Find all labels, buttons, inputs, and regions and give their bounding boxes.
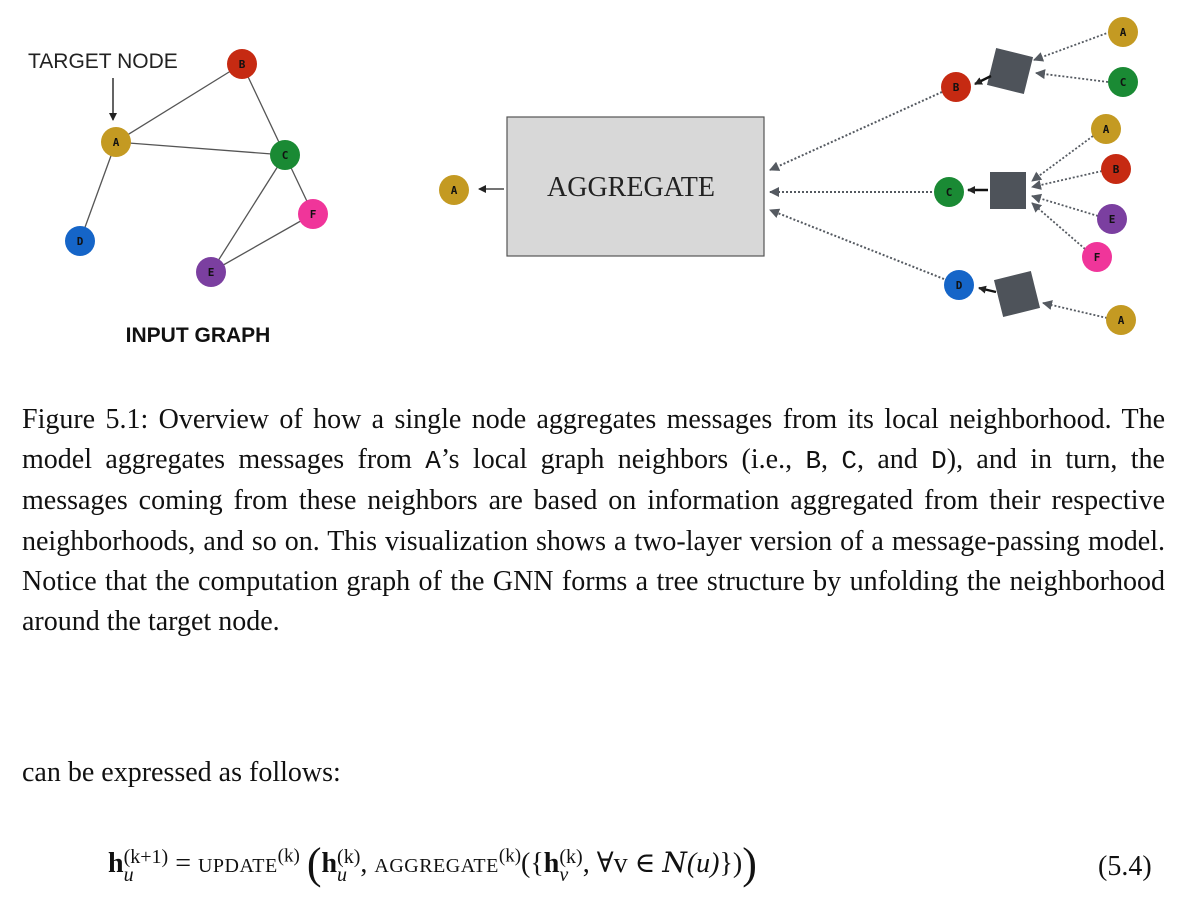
leaf-node-a: A: [1091, 114, 1121, 144]
graph-edge: [115, 141, 286, 156]
body-text: can be expressed as follows:: [22, 757, 341, 788]
graph-node-b: B: [227, 49, 257, 79]
eq-paren: (: [306, 839, 322, 888]
aggregate-box: AGGREGATE: [506, 116, 765, 257]
equation-number: (5.4): [1098, 851, 1152, 882]
svg-text:A: A: [451, 184, 458, 197]
caption-code-b: B: [805, 446, 822, 477]
leaf-node-b: B: [1101, 154, 1131, 184]
caption-code-d: D: [931, 446, 947, 477]
eq-aggregate: aggregate: [374, 848, 499, 879]
eq-index: (k): [277, 845, 300, 867]
caption-code-a: A: [425, 446, 441, 477]
svg-text:A: A: [1103, 123, 1110, 136]
output-node-a: A: [439, 175, 469, 205]
eq-set-close: }): [719, 848, 743, 879]
eq-h: h: [543, 848, 560, 879]
eq-forall: , ∀v ∈: [582, 848, 663, 879]
eq-index: (k) u: [337, 845, 361, 886]
svg-text:F: F: [1094, 251, 1101, 264]
graph-edge: [210, 213, 314, 273]
leaf-node-a: A: [1106, 305, 1136, 335]
svg-text:C: C: [946, 186, 953, 199]
svg-text:B: B: [239, 58, 246, 71]
leaf-node-c: C: [1108, 67, 1138, 97]
eq-index: (k): [498, 845, 522, 867]
svg-text:A: A: [1120, 26, 1127, 39]
eq-comma: ,: [360, 848, 375, 879]
svg-text:C: C: [282, 149, 289, 162]
leaf-node-f: F: [1082, 242, 1112, 272]
eq-update: update: [197, 848, 278, 879]
caption-label: Figure 5.1:: [22, 404, 149, 435]
graph-edge: [210, 154, 286, 273]
eq-neighborhood: N: [662, 846, 687, 879]
caption-text: Overview of how a single node aggregates…: [22, 404, 1166, 476]
branch-b: B A C: [941, 17, 1138, 102]
target-node-label: TARGET NODE: [28, 50, 178, 73]
eq-h: h: [108, 848, 124, 879]
caption-text: ’s local graph neighbors (i.e.,: [440, 444, 806, 476]
svg-text:D: D: [956, 279, 963, 292]
branch-c: C A B E F: [934, 114, 1131, 272]
computation-tree: A AGGREGATE B A: [439, 17, 1138, 335]
eq-nu: (u): [686, 848, 720, 879]
message-arrow: [769, 91, 943, 171]
eq-h: h: [321, 848, 338, 879]
svg-text:D: D: [77, 235, 84, 248]
graph-edge: [115, 63, 243, 143]
eq-set-open: ({: [521, 848, 544, 879]
graph-edge: [241, 63, 286, 156]
figure-5-1: TARGET NODE A B C D E F: [28, 17, 1138, 347]
input-graph: TARGET NODE A B C D E F: [28, 49, 328, 347]
svg-text:A: A: [1118, 314, 1125, 327]
input-graph-title: INPUT GRAPH: [126, 324, 271, 347]
caption-text: , and: [857, 444, 932, 476]
svg-text:E: E: [1109, 213, 1116, 226]
graph-edge: [79, 141, 117, 242]
leaf-node-e: E: [1097, 204, 1127, 234]
eq-equals: =: [168, 848, 198, 879]
tree-node-b: B: [941, 72, 971, 102]
svg-text:C: C: [1120, 76, 1127, 89]
message-arrow: [769, 208, 945, 280]
caption-text: ), and in turn, the messages coming from…: [22, 444, 1165, 638]
caption-text: ,: [821, 444, 842, 476]
svg-text:AGGREGATE: AGGREGATE: [547, 172, 715, 203]
graph-node-e: E: [196, 257, 226, 287]
graph-node-d: D: [65, 226, 95, 256]
tree-node-c: C: [934, 177, 964, 207]
svg-text:E: E: [208, 266, 215, 279]
svg-text:F: F: [310, 208, 317, 221]
graph-node-c: C: [270, 140, 300, 170]
graph-node-f: F: [298, 199, 328, 229]
caption-code-c: C: [841, 446, 858, 477]
eq-paren: ): [742, 839, 757, 888]
eq-index: (k+1) u: [123, 845, 169, 886]
svg-text:B: B: [1113, 163, 1120, 176]
graph-node-a: A: [101, 127, 131, 157]
eq-index: (k) v: [559, 845, 583, 886]
svg-text:A: A: [113, 136, 120, 149]
tree-node-d: D: [944, 270, 974, 300]
equation-5-4: h (k+1) u = update(k) (h (k) u, aggregate(k)…: [108, 838, 757, 898]
svg-text:B: B: [953, 81, 960, 94]
leaf-node-a: A: [1108, 17, 1138, 47]
figure-caption: Figure 5.1: Overview of how a single nod…: [22, 400, 1165, 642]
branch-d: D A: [944, 270, 1136, 335]
